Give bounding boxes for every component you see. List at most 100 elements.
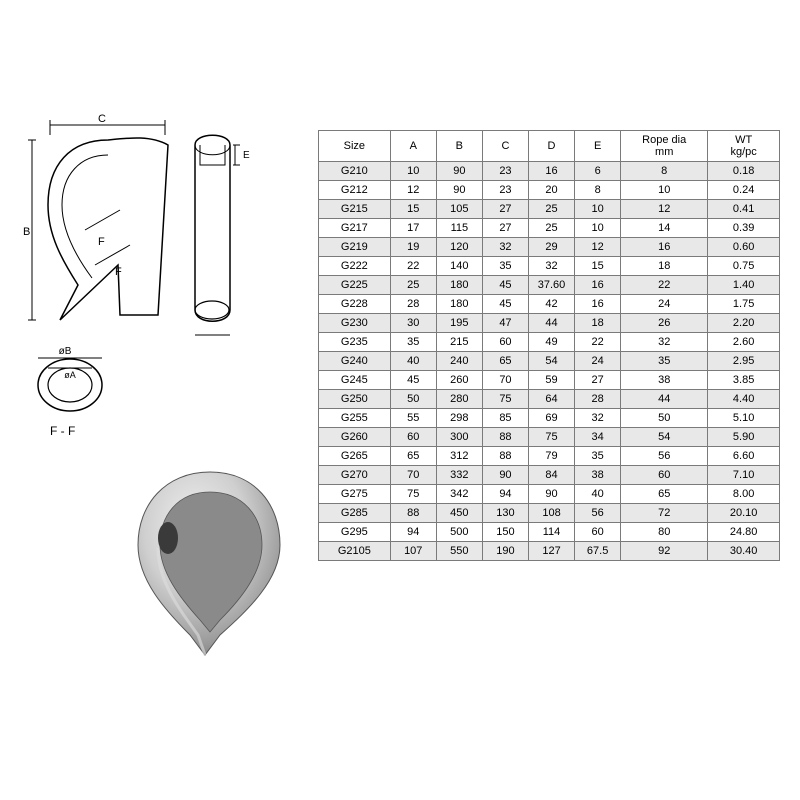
value-cell: 280 — [436, 390, 482, 409]
value-cell: 55 — [390, 409, 436, 428]
value-cell: 190 — [482, 542, 528, 561]
table-row: G21010902316680.18 — [319, 162, 780, 181]
value-cell: 15 — [390, 200, 436, 219]
spec-table-container: SizeABCDERope diammWTkg/pc G210109023166… — [318, 130, 780, 561]
value-cell: 7.10 — [708, 466, 780, 485]
value-cell: 45 — [390, 371, 436, 390]
value-cell: 75 — [482, 390, 528, 409]
table-row: G21515105272510120.41 — [319, 200, 780, 219]
value-cell: 32 — [575, 409, 621, 428]
value-cell: 56 — [575, 504, 621, 523]
value-cell: 40 — [575, 485, 621, 504]
value-cell: 0.18 — [708, 162, 780, 181]
value-cell: 16 — [575, 295, 621, 314]
table-row: G23535215604922322.60 — [319, 333, 780, 352]
col-header: D — [528, 131, 574, 162]
value-cell: 27 — [482, 219, 528, 238]
col-header: Size — [319, 131, 391, 162]
value-cell: 10 — [575, 219, 621, 238]
value-cell: 75 — [390, 485, 436, 504]
value-cell: 215 — [436, 333, 482, 352]
size-cell: G219 — [319, 238, 391, 257]
col-header: B — [436, 131, 482, 162]
value-cell: 8.00 — [708, 485, 780, 504]
value-cell: 500 — [436, 523, 482, 542]
value-cell: 35 — [482, 257, 528, 276]
size-cell: G212 — [319, 181, 391, 200]
value-cell: 27 — [482, 200, 528, 219]
value-cell: 12 — [621, 200, 708, 219]
value-cell: 67.5 — [575, 542, 621, 561]
size-cell: G270 — [319, 466, 391, 485]
value-cell: 195 — [436, 314, 482, 333]
value-cell: 300 — [436, 428, 482, 447]
value-cell: 45 — [482, 295, 528, 314]
value-cell: 64 — [528, 390, 574, 409]
table-row: G28588450130108567220.10 — [319, 504, 780, 523]
size-cell: G265 — [319, 447, 391, 466]
value-cell: 18 — [575, 314, 621, 333]
size-cell: G2105 — [319, 542, 391, 561]
value-cell: 6 — [575, 162, 621, 181]
value-cell: 35 — [621, 352, 708, 371]
value-cell: 15 — [575, 257, 621, 276]
value-cell: 56 — [621, 447, 708, 466]
value-cell: 2.95 — [708, 352, 780, 371]
size-cell: G217 — [319, 219, 391, 238]
value-cell: 4.40 — [708, 390, 780, 409]
value-cell: 42 — [528, 295, 574, 314]
value-cell: 35 — [390, 333, 436, 352]
value-cell: 180 — [436, 295, 482, 314]
table-row: G26565312887935566.60 — [319, 447, 780, 466]
table-row: G24040240655424352.95 — [319, 352, 780, 371]
size-cell: G255 — [319, 409, 391, 428]
size-cell: G260 — [319, 428, 391, 447]
value-cell: 37.60 — [528, 276, 574, 295]
value-cell: 2.60 — [708, 333, 780, 352]
value-cell: 5.10 — [708, 409, 780, 428]
value-cell: 0.41 — [708, 200, 780, 219]
value-cell: 105 — [436, 200, 482, 219]
size-cell: G295 — [319, 523, 391, 542]
spec-table: SizeABCDERope diammWTkg/pc G210109023166… — [318, 130, 780, 561]
table-row: G25050280756428444.40 — [319, 390, 780, 409]
size-cell: G215 — [319, 200, 391, 219]
value-cell: 27 — [575, 371, 621, 390]
value-cell: 22 — [390, 257, 436, 276]
section-ff-label: F - F — [50, 424, 75, 438]
value-cell: 29 — [528, 238, 574, 257]
value-cell: 18 — [621, 257, 708, 276]
value-cell: 72 — [621, 504, 708, 523]
value-cell: 115 — [436, 219, 482, 238]
value-cell: 32 — [528, 257, 574, 276]
value-cell: 10 — [621, 181, 708, 200]
value-cell: 90 — [436, 162, 482, 181]
value-cell: 107 — [390, 542, 436, 561]
table-row: G23030195474418262.20 — [319, 314, 780, 333]
value-cell: 60 — [390, 428, 436, 447]
value-cell: 54 — [528, 352, 574, 371]
dim-f2-label: F — [115, 266, 122, 278]
value-cell: 10 — [390, 162, 436, 181]
value-cell: 20 — [528, 181, 574, 200]
value-cell: 49 — [528, 333, 574, 352]
value-cell: 28 — [575, 390, 621, 409]
value-cell: 114 — [528, 523, 574, 542]
value-cell: 79 — [528, 447, 574, 466]
dim-b-label: B — [23, 226, 30, 238]
value-cell: 24 — [575, 352, 621, 371]
value-cell: 108 — [528, 504, 574, 523]
size-cell: G285 — [319, 504, 391, 523]
value-cell: 54 — [621, 428, 708, 447]
value-cell: 69 — [528, 409, 574, 428]
value-cell: 90 — [482, 466, 528, 485]
value-cell: 550 — [436, 542, 482, 561]
value-cell: 2.20 — [708, 314, 780, 333]
col-header: WTkg/pc — [708, 131, 780, 162]
value-cell: 127 — [528, 542, 574, 561]
value-cell: 90 — [528, 485, 574, 504]
value-cell: 80 — [621, 523, 708, 542]
value-cell: 38 — [575, 466, 621, 485]
value-cell: 28 — [390, 295, 436, 314]
value-cell: 22 — [621, 276, 708, 295]
